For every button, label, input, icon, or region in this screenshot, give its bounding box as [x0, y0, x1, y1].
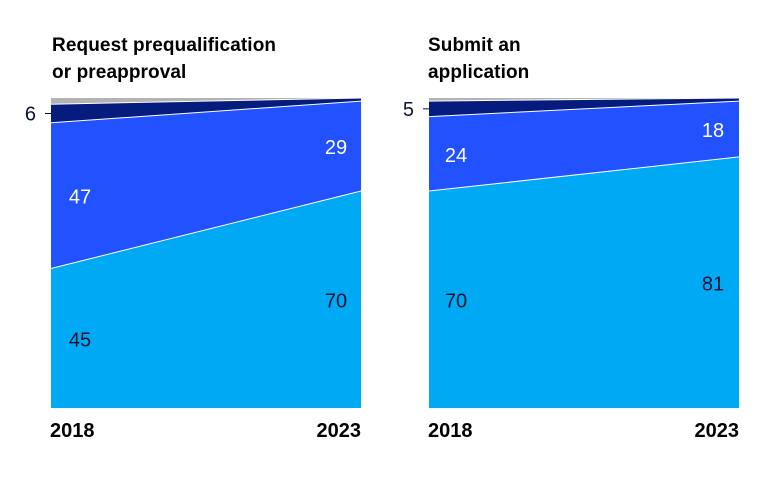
chart-2-label-2018-series-2: 24 — [445, 145, 467, 167]
chart-1-title: Request prequalification or preapproval — [52, 32, 276, 86]
chart-1-series-2-boundary — [50, 100, 362, 124]
chart-1-label-2023-series-2: 29 — [325, 137, 347, 159]
chart-2-title-line-1: Submit an — [428, 35, 521, 56]
chart-2-series-3-boundary — [428, 97, 740, 102]
chart-2-x-tick-2018: 2018 — [428, 420, 473, 442]
chart-2-label-2018-series-1: 70 — [445, 291, 467, 313]
chart-1-title-line-1: Request prequalification — [52, 35, 277, 56]
chart-1-x-tick-2018: 2018 — [50, 420, 95, 442]
chart-1-series-1-area — [51, 191, 361, 408]
chart-1-label-2018-series-1: 45 — [69, 329, 91, 351]
chart-2-x-tick-2023: 2023 — [695, 420, 740, 442]
chart-2-title: Submit an application — [428, 32, 529, 86]
chart-2-series-1-boundary — [428, 156, 740, 192]
chart-1-series-3-boundary — [50, 97, 362, 105]
chart-2-series-3-area — [429, 98, 739, 117]
chart-1-label-2018-series-2: 47 — [69, 187, 91, 209]
chart-1-label-2023-series-1: 70 — [325, 291, 347, 313]
chart-1-x-tick-2023: 2023 — [317, 420, 362, 442]
chart-2-series-2-boundary — [428, 100, 740, 118]
chart-1-series-2-area — [51, 101, 361, 269]
chart-2-title-line-2: application — [428, 62, 530, 83]
chart-2-label-2018-series-3: 5 — [403, 99, 414, 121]
chart-2-label-2023-series-2: 18 — [702, 120, 724, 142]
chart-2-series-1-area — [429, 156, 739, 408]
chart-1-label-2018-series-3: 6 — [25, 104, 36, 126]
chart-1-series-1-boundary — [50, 190, 362, 269]
chart-2-label-2023-series-1: 81 — [702, 273, 724, 295]
chart-2-series-2-area — [429, 101, 739, 191]
chart-1-title-line-2: or preapproval — [52, 62, 187, 83]
chart-1-series-3-area — [51, 98, 361, 123]
